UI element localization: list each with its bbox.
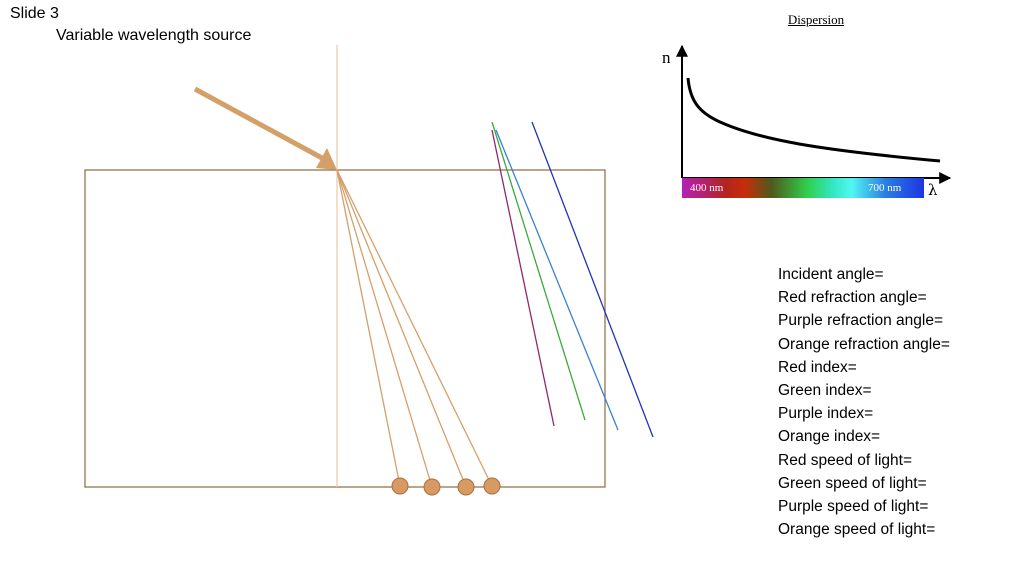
reference-line-blue	[495, 129, 619, 431]
refracted-ray-4	[336, 169, 493, 487]
exit-dot-2	[423, 478, 441, 496]
reference-line-purple	[491, 129, 555, 427]
exit-dot-1	[391, 477, 409, 495]
glass-block	[84, 169, 606, 488]
x-axis-label: λ	[928, 181, 938, 199]
question-item: Green index=	[778, 381, 872, 399]
incident-beam	[193, 86, 324, 161]
question-item: Orange speed of light=	[778, 521, 936, 539]
dispersion-curve	[686, 77, 941, 163]
refracted-ray-2	[336, 169, 433, 488]
question-list: Incident angle= Red refraction angle= Pu…	[778, 263, 950, 541]
question-item: Purple index=	[778, 405, 874, 423]
question-item: Purple refraction angle=	[778, 312, 944, 330]
exit-dot-4	[483, 477, 501, 495]
spectrum-end-label: 700 nm	[868, 182, 902, 194]
question-item: Red index=	[778, 358, 857, 376]
question-item: Red speed of light=	[778, 451, 912, 469]
slide-subtitle: Variable wavelength source	[56, 27, 252, 44]
incident-beam-arrowhead	[316, 148, 337, 170]
question-item: Green speed of light=	[778, 474, 927, 492]
refracted-ray-1	[336, 169, 401, 487]
question-item: Purple speed of light=	[778, 497, 929, 515]
visible-spectrum-bar	[682, 178, 924, 198]
question-item: Orange index=	[778, 428, 881, 446]
reference-line-navy	[531, 121, 654, 438]
spectrum-start-label: 400 nm	[690, 182, 724, 194]
refracted-ray-3	[336, 169, 467, 488]
question-item: Red refraction angle=	[778, 289, 927, 307]
question-item: Orange refraction angle=	[778, 335, 950, 353]
y-axis-label: n	[662, 48, 671, 67]
exit-dot-3	[457, 478, 475, 496]
dispersion-title: Dispersion	[787, 12, 845, 27]
slide-title: Slide 3	[10, 5, 59, 22]
reference-line-green	[491, 121, 586, 421]
question-item: Incident angle=	[778, 266, 884, 283]
